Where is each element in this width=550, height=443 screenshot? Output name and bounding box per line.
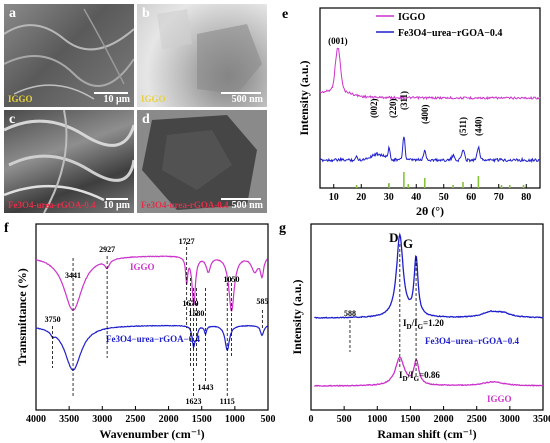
x-tick-label-e: 60 xyxy=(466,192,476,203)
x-tick-label-g: 2000 xyxy=(434,414,454,425)
chart-letter-e: e xyxy=(282,7,288,22)
peak-label-e: (220) xyxy=(388,99,398,119)
x-tick-label-e: 70 xyxy=(494,192,504,203)
x-axis-label-e: 2θ (°) xyxy=(416,204,444,218)
tem-texture-d xyxy=(142,115,257,210)
panel-letter-d: d xyxy=(142,112,150,127)
x-tick-label-e: 50 xyxy=(439,192,449,203)
sem-texture-c xyxy=(4,110,134,213)
x-tick-label-g: 0 xyxy=(309,414,314,425)
x-tick-label-f: 500 xyxy=(261,414,276,425)
y-axis-label-f: Transmittance (%) xyxy=(15,268,29,365)
x-tick-label-f: 4000 xyxy=(26,414,46,425)
scale-text-d: 500 nm xyxy=(231,200,263,211)
series-label-iggo-f: IGGO xyxy=(130,262,155,272)
peak-label-e: (002) xyxy=(369,99,379,119)
legend-label-e: Fe3O4−urea−rGOA−0.4 xyxy=(398,28,502,39)
scale-text-a: 10 μm xyxy=(103,94,131,105)
panel-label-c: Fe3O4-urea-rGOA-0.4 xyxy=(8,200,96,210)
peak-label-e: (311) xyxy=(399,91,409,110)
xrd-chart-e: e 10 20 30 40 50 60 70 80 2θ (°) Intensity (a.u.) (… xyxy=(282,7,541,218)
x-tick-label-f: 2500 xyxy=(125,414,145,425)
x-axis-label-g: Raman shift (cm⁻¹) xyxy=(377,427,476,441)
panel-letter-b: b xyxy=(142,6,150,21)
band-label-f: 585 xyxy=(256,297,268,306)
scale-bar-b xyxy=(221,92,261,94)
x-tick-label-e: 10 xyxy=(329,192,339,203)
panel-label-b: IGGO xyxy=(141,94,166,104)
series-fe3o4-e xyxy=(319,136,541,164)
band-label-f: 1050 xyxy=(224,275,240,284)
scale-text-b: 500 nm xyxy=(231,94,263,105)
band-label-f: 3750 xyxy=(45,315,61,324)
tem-texture-b xyxy=(157,9,262,94)
x-tick-label-g: 1000 xyxy=(367,414,387,425)
plot-frame-f xyxy=(35,223,269,411)
peak-label-e: (001) xyxy=(328,36,348,46)
y-axis-label-e: Intensity (a.u.) xyxy=(297,60,311,135)
sem-texture-a xyxy=(4,8,134,100)
ratio-iggo-g: ID/IG=0.86 xyxy=(399,370,440,383)
x-tick-label-f: 1500 xyxy=(192,414,212,425)
band-label-f: 1727 xyxy=(179,237,195,246)
band-label-f: 1443 xyxy=(197,383,213,392)
sem-panel-a: a IGGO 10 μm xyxy=(4,4,134,107)
band-label-f: 2927 xyxy=(99,245,115,254)
band-label-f: 1623 xyxy=(186,397,202,406)
scale-bar-c xyxy=(106,198,128,200)
x-tick-label-e: 20 xyxy=(356,192,366,203)
x-tick-label-g: 2500 xyxy=(467,414,487,425)
series-label-fe3o4-f: Fe3O4−urea−rGOA−0.4 xyxy=(106,334,200,344)
peak-label-e: (400) xyxy=(420,105,430,125)
x-tick-label-e: 80 xyxy=(521,192,531,203)
ratio-fe3o4-g: ID/IG=1.20 xyxy=(403,318,444,331)
sem-panel-c: c Fe3O4-urea-rGOA-0.4 10 μm xyxy=(4,110,134,213)
legend-label-e: IGGO xyxy=(398,12,425,23)
raman-chart-g: g 0 500 1000 1500 2000 2500 3000 3500 Raman shift… xyxy=(279,221,550,441)
x-tick-label-e: 30 xyxy=(384,192,394,203)
band-label-f: 1670 xyxy=(182,299,198,308)
x-tick-label-g: 3000 xyxy=(500,414,520,425)
tem-panel-b: b IGGO 500 nm xyxy=(137,4,267,107)
x-tick-label-g: 3500 xyxy=(533,414,550,425)
peak-label-588-g: 588 xyxy=(344,309,356,318)
scale-bar-d xyxy=(221,198,261,200)
band-label-g-g: G xyxy=(403,236,413,251)
series-label-fe3o4-g: Fe3O4−urea−rGOA−0.4 xyxy=(425,336,519,346)
x-tick-label-f: 3500 xyxy=(59,414,79,425)
x-tick-label-e: 40 xyxy=(411,192,421,203)
chart-letter-g: g xyxy=(279,221,286,236)
series-iggo-e xyxy=(319,47,541,101)
x-tick-label-g: 1500 xyxy=(400,414,420,425)
series-fe3o4-g xyxy=(314,232,544,319)
tem-panel-d: d Fe3O4-urea-rGOA-0.4 500 nm xyxy=(137,110,267,213)
x-tick-label-f: 1000 xyxy=(225,414,245,425)
band-label-d-g: D xyxy=(389,230,398,245)
series-label-iggo-g: IGGO xyxy=(487,394,512,404)
x-axis-label-f: Wavenumber (cm⁻¹) xyxy=(99,427,204,441)
panel-label-d: Fe3O4-urea-rGOA-0.4 xyxy=(141,200,229,210)
series-iggo-g xyxy=(314,356,543,387)
ftir-chart-f: f 4000 3500 3000 2500 2000 1500 1000 500 Wavenumb… xyxy=(4,221,276,441)
panel-label-a: IGGO xyxy=(8,94,33,104)
band-label-f: 1115 xyxy=(220,397,235,406)
peak-label-e: (440) xyxy=(473,117,483,137)
x-tick-label-f: 2000 xyxy=(159,414,179,425)
peak-label-e: (511) xyxy=(458,117,468,136)
scale-text-c: 10 μm xyxy=(103,200,131,211)
x-tick-label-g: 500 xyxy=(337,414,352,425)
panel-letter-a: a xyxy=(9,6,16,21)
y-axis-label-g: Intensity (a.u.) xyxy=(290,279,304,354)
band-label-f: 1580 xyxy=(188,309,204,318)
chart-letter-f: f xyxy=(4,221,9,236)
series-fe3o4-f xyxy=(35,324,269,371)
band-label-f: 3441 xyxy=(65,271,81,280)
scale-bar-a xyxy=(94,92,128,94)
series-iggo-f xyxy=(35,255,269,312)
x-tick-label-f: 3000 xyxy=(92,414,112,425)
panel-letter-c: c xyxy=(9,112,16,127)
plot-frame-g xyxy=(310,223,544,411)
